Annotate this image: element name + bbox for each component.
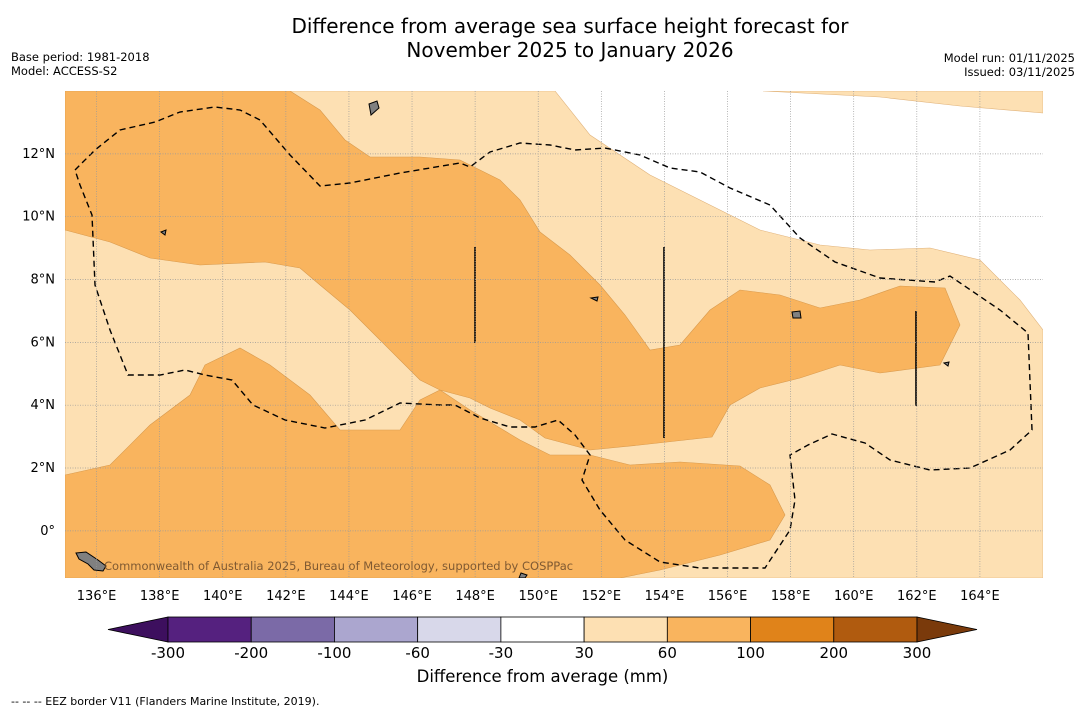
colorbar-tick-label: 60 bbox=[658, 644, 677, 662]
x-tick-label: 142°E bbox=[266, 589, 306, 604]
colorbar-segment bbox=[250, 616, 335, 643]
credit-watermark: Commonwealth of Australia 2025, Bureau o… bbox=[104, 559, 573, 573]
x-tick-label: 150°E bbox=[518, 589, 558, 604]
colorbar-segment bbox=[666, 616, 751, 643]
colorbar: -300 -200 -100 -60 -30 30 60 100 200 300 bbox=[107, 616, 978, 662]
issued-text: Issued: 03/11/2025 bbox=[964, 64, 1075, 79]
gridlines bbox=[65, 91, 1043, 578]
x-tick-label: 154°E bbox=[645, 589, 685, 604]
colorbar-segment bbox=[417, 616, 502, 643]
colorbar-segment bbox=[500, 616, 585, 643]
x-tick-labels: 136°E 138°E 140°E 142°E 144°E 146°E 148°E 150°E… bbox=[77, 589, 1000, 604]
footer-note: -- -- -- EEZ border V11 (Flanders Marine… bbox=[11, 695, 320, 708]
map-area: Commonwealth of Australia 2025, Bureau o… bbox=[65, 91, 1043, 578]
y-tick-label: 2°N bbox=[31, 461, 56, 476]
x-tick-label: 144°E bbox=[329, 589, 369, 604]
colorbar-tick-label: 300 bbox=[903, 644, 932, 662]
x-tick-label: 138°E bbox=[140, 589, 180, 604]
colorbar-tick-label: -300 bbox=[151, 644, 185, 662]
x-tick-label: 136°E bbox=[77, 589, 117, 604]
x-tick-label: 156°E bbox=[708, 589, 748, 604]
model-text: Model: ACCESS-S2 bbox=[11, 63, 118, 78]
colorbar-label: Difference from average (mm) bbox=[416, 667, 669, 686]
colorbar-tick-label: 30 bbox=[575, 644, 594, 662]
colorbar-extend-high bbox=[916, 616, 978, 643]
y-tick-labels: 0° 2°N 4°N 6°N 8°N 10°N 12°N bbox=[22, 147, 55, 539]
colorbar-tick-label: 100 bbox=[736, 644, 765, 662]
model-run-text: Model run: 01/11/2025 bbox=[943, 51, 1075, 65]
y-tick-label: 6°N bbox=[31, 335, 56, 350]
y-tick-label: 4°N bbox=[31, 398, 56, 413]
base-period-text: Base period: 1981-2018 bbox=[11, 50, 150, 64]
meta-left: Base period: 1981-2018 Model: ACCESS-S2 bbox=[11, 50, 150, 78]
colorbar-segment bbox=[750, 616, 835, 643]
x-tick-label: 162°E bbox=[897, 589, 937, 604]
colorbar-tick-label: -100 bbox=[317, 644, 351, 662]
colorbar-segment bbox=[334, 616, 419, 643]
eez-border bbox=[74, 106, 1033, 569]
x-tick-label: 160°E bbox=[834, 589, 874, 604]
y-tick-label: 12°N bbox=[22, 147, 55, 162]
x-tick-label: 152°E bbox=[582, 589, 622, 604]
x-tick-label: 148°E bbox=[455, 589, 495, 604]
x-tick-label: 146°E bbox=[392, 589, 432, 604]
colorbar-tick-label: -200 bbox=[234, 644, 268, 662]
land-masses bbox=[75, 100, 950, 578]
colorbar-segment bbox=[583, 616, 668, 643]
y-tick-label: 10°N bbox=[22, 210, 55, 225]
x-tick-label: 158°E bbox=[771, 589, 811, 604]
x-tick-label: 140°E bbox=[203, 589, 243, 604]
colorbar-extend-low bbox=[107, 616, 169, 643]
colorbar-tick-label: 200 bbox=[819, 644, 848, 662]
chart-title: Difference from average sea surface heig… bbox=[0, 14, 1085, 62]
title-line-2: November 2025 to January 2026 bbox=[406, 38, 734, 62]
colorbar-tick-label: -60 bbox=[405, 644, 430, 662]
y-tick-label: 8°N bbox=[31, 273, 56, 288]
y-tick-label: 0° bbox=[40, 524, 55, 539]
anomaly-region-60-100 bbox=[65, 91, 961, 578]
meta-right: Model run: 01/11/2025 Issued: 03/11/2025 bbox=[943, 51, 1075, 79]
colorbar-segment bbox=[167, 616, 252, 643]
colorbar-tick-label: -30 bbox=[489, 644, 514, 662]
colorbar-segment bbox=[833, 616, 918, 643]
title-line-1: Difference from average sea surface heig… bbox=[291, 14, 849, 38]
x-tick-label: 164°E bbox=[960, 589, 1000, 604]
